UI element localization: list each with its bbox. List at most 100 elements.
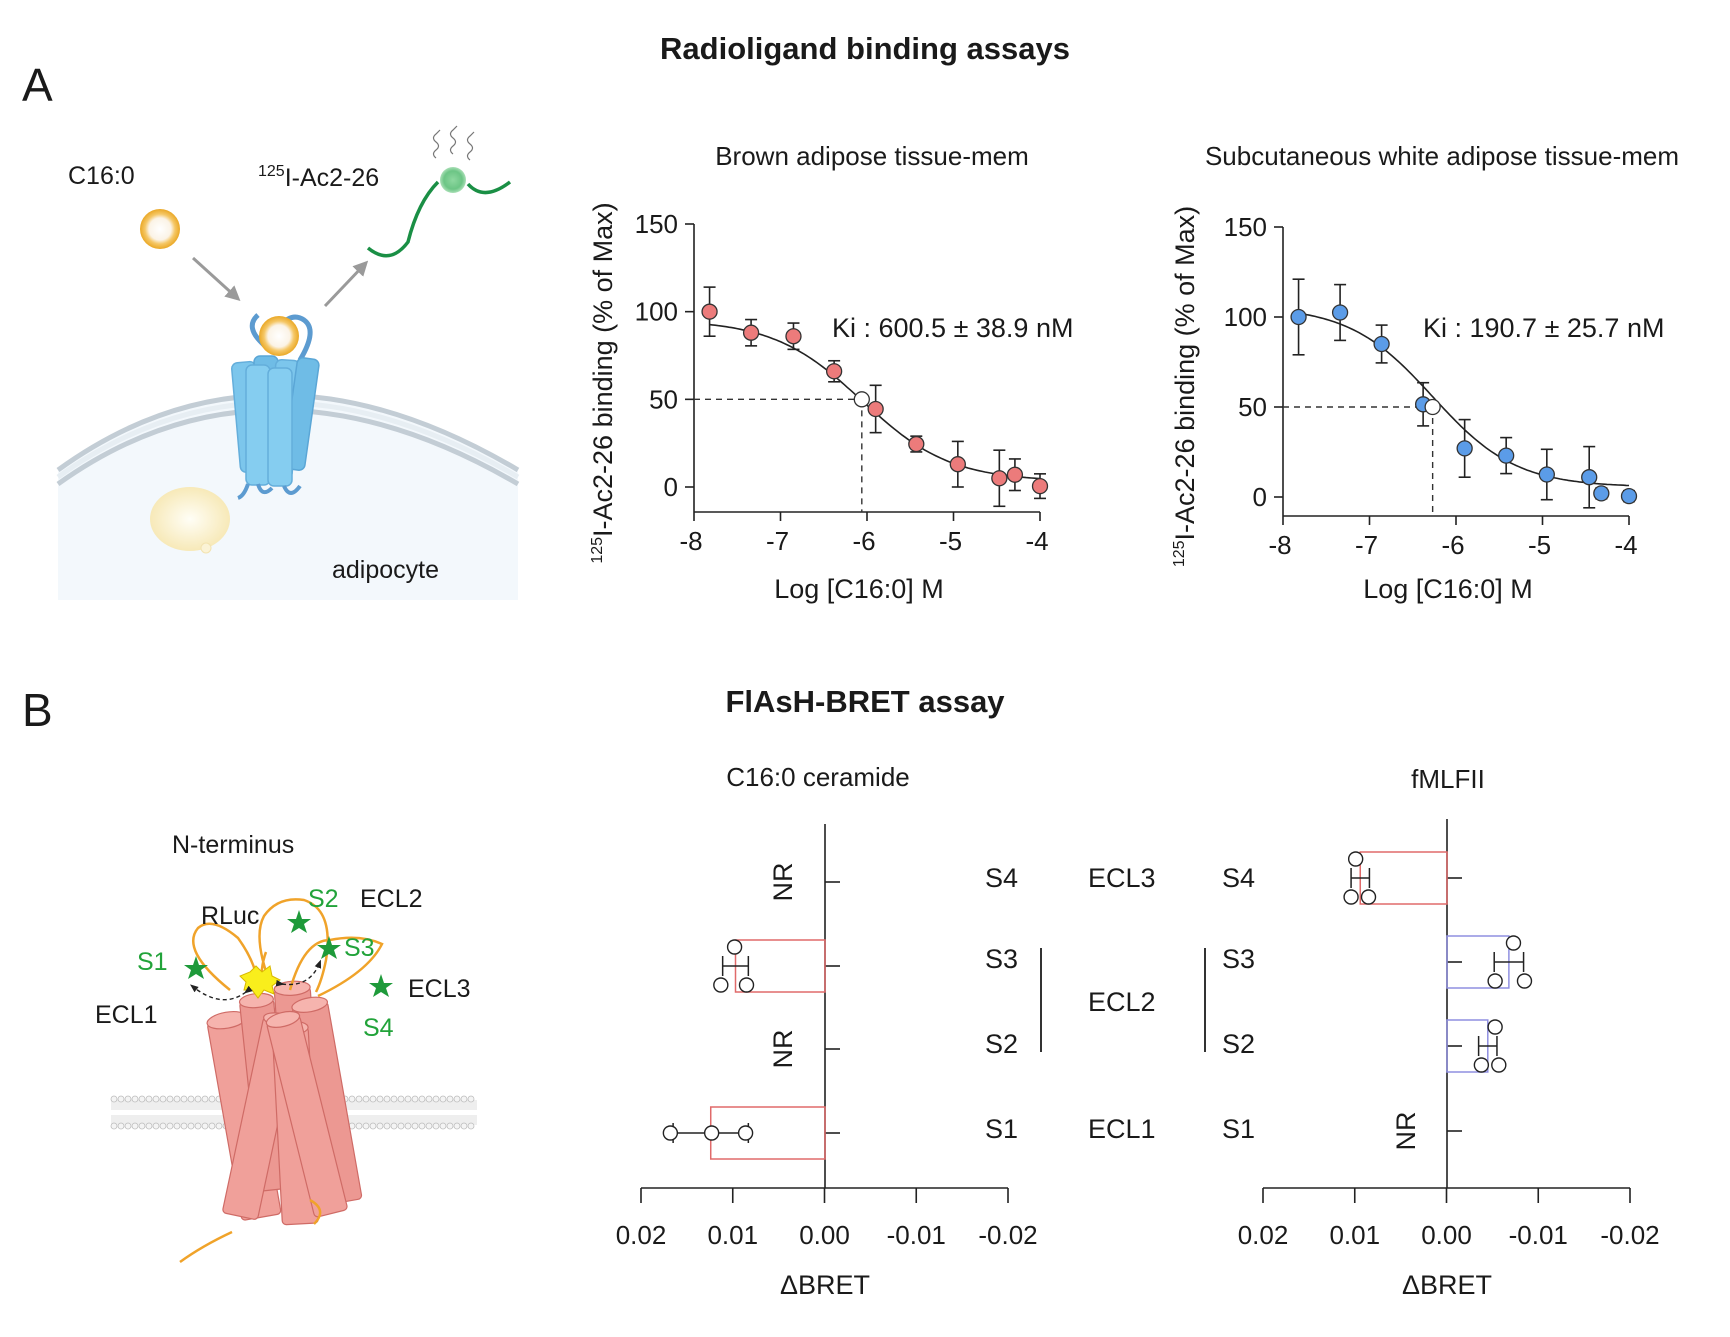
x-axis-label: Log [C16:0] M [1363, 574, 1533, 604]
transfer-arrow-s1 [190, 984, 253, 1001]
panel-b-title: FlAsH-BRET assay [725, 684, 1005, 719]
bar-row-s4 [1343, 851, 1462, 905]
replicate-point [1343, 889, 1359, 905]
x-tick-label: 0.01 [707, 1220, 758, 1250]
replicate-point [726, 939, 743, 955]
x-tick-label: -0.01 [1509, 1220, 1568, 1250]
y-tick-label: 0 [1253, 482, 1267, 512]
x-axis-label: ΔBRET [780, 1270, 870, 1300]
point-marker [991, 470, 1008, 487]
ecl2-label: ECL2 [360, 885, 423, 913]
lipid-head [439, 1122, 447, 1130]
x-tick-label: -7 [1355, 530, 1378, 560]
x-tick-label: -5 [939, 526, 962, 556]
point-marker [1031, 477, 1049, 495]
lipid-head [446, 1122, 454, 1130]
star-icon-s4 [369, 974, 393, 997]
lipid-head [397, 1095, 405, 1103]
lipid-head [467, 1122, 475, 1130]
lipid-head [208, 1095, 216, 1103]
x-tick-label: 0.02 [1238, 1220, 1289, 1250]
lipid-head [117, 1095, 125, 1103]
bar-row-s2 [1446, 1019, 1507, 1073]
x-tick-label: -0.02 [1600, 1220, 1659, 1250]
right-site-label: S4 [1222, 863, 1255, 893]
data-point [1620, 487, 1638, 505]
fit-curve [1298, 312, 1630, 487]
receptor-blue [231, 313, 320, 500]
charts: Brown adipose tissue-mem 0 50 100 150 -8 -7 -6 -… [588, 141, 1679, 1300]
lipid-head [152, 1095, 160, 1103]
half-max-marker [1424, 398, 1441, 416]
data-point [742, 318, 760, 347]
data-point [908, 435, 925, 453]
lipid-head [348, 1095, 356, 1103]
left-site-label: S4 [985, 863, 1018, 893]
x-tick-label: 0.01 [1329, 1220, 1380, 1250]
lipid-head [432, 1095, 440, 1103]
point-marker [1593, 485, 1610, 502]
lipid-head [390, 1122, 398, 1130]
star-icon-s1 [184, 956, 208, 979]
y-axis-label-main: I-Ac2-26 binding (% of Max) [1170, 206, 1200, 541]
replicate-point [1473, 1057, 1490, 1073]
lipid-head [173, 1122, 181, 1130]
displacement-arrow [323, 260, 369, 308]
x-tick-label: 0.02 [616, 1220, 667, 1250]
panel-letter-a: A [22, 59, 53, 111]
right-site-label: S3 [1222, 944, 1255, 974]
lipid-head [117, 1122, 125, 1130]
lipid-head [453, 1122, 461, 1130]
point-marker [949, 456, 966, 473]
y-tick-label: 50 [649, 384, 678, 414]
chart-title: C16:0 ceramide [726, 762, 910, 792]
lipid-head [187, 1095, 195, 1103]
replicate-point [1487, 973, 1503, 989]
lipid-head [432, 1122, 440, 1130]
y-tick-label: 50 [1238, 392, 1267, 422]
star-icon-s2 [287, 910, 311, 933]
replicate-point [1491, 1057, 1507, 1073]
bret-chart-ceramide: C16:0 ceramide 0.02 0.01 0.00 -0.01 -0.02 ΔBRE… [616, 762, 1038, 1300]
lipid-head [110, 1122, 118, 1130]
replicate-point [1505, 935, 1522, 951]
point-marker [1581, 469, 1598, 486]
point-marker [701, 303, 718, 320]
lipid-head [397, 1122, 405, 1130]
lipid-head [201, 1095, 209, 1103]
lipid-head [390, 1095, 398, 1103]
lipid-head [418, 1095, 426, 1103]
lipid-head [383, 1095, 391, 1103]
y-axis-label-sup: 125 [589, 537, 606, 564]
lipid-head [159, 1122, 167, 1130]
lipid-head [166, 1122, 174, 1130]
point-marker [1620, 487, 1638, 505]
rluc-icon [239, 965, 281, 999]
data-point [1581, 445, 1598, 509]
lipid-head [369, 1122, 377, 1130]
data-point [1593, 485, 1610, 502]
replicate-point [1360, 889, 1377, 905]
nr-label: NR [768, 1030, 798, 1069]
lipid-head [138, 1122, 146, 1130]
lipid-head [187, 1122, 195, 1130]
lipid-head [124, 1095, 132, 1103]
data-point [701, 286, 718, 338]
lipid-head [131, 1122, 139, 1130]
lipid-head [362, 1122, 370, 1130]
lipid-head [166, 1095, 174, 1103]
point-marker [1331, 304, 1349, 321]
lipid-head [180, 1095, 188, 1103]
star-icon-s3 [317, 936, 341, 959]
bar-row-s1 [662, 1106, 840, 1160]
dose-response-chart-bat: Brown adipose tissue-mem 0 50 100 150 -8 -7 -6 -… [588, 141, 1073, 604]
n-terminus-label: N-terminus [172, 831, 294, 859]
chart-title: fMLFII [1411, 764, 1485, 794]
panel-a-title: Radioligand binding assays [660, 31, 1070, 66]
data-point [1331, 283, 1349, 342]
y-axis-label: 125I-Ac2-26 binding (% of Max) [1170, 206, 1200, 567]
data-point [1290, 278, 1307, 356]
data-point [825, 359, 843, 383]
data-point [867, 384, 884, 434]
